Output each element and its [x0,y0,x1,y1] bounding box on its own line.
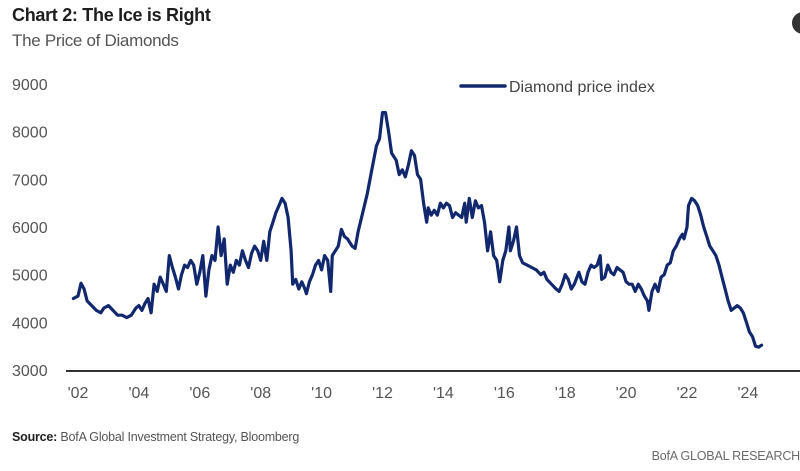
series-line-diamond-price-index [71,111,764,349]
x-tick-label: '12 [372,385,393,402]
chart-title: Chart 2: The Ice is Right [12,5,211,25]
x-tick-label: '08 [250,385,271,402]
overlay-circle-icon[interactable] [792,12,800,34]
x-tick-label: '24 [737,385,758,402]
y-axis-ticks: 9000 8000 7000 6000 5000 4000 3000 [12,77,48,380]
x-tick-label: '04 [128,385,149,402]
y-tick-label: 4000 [12,315,48,332]
y-tick-label: 7000 [12,172,48,189]
source-text: BofA Global Investment Strategy, Bloombe… [60,430,300,444]
y-tick-label: 8000 [12,125,48,142]
y-tick-label: 6000 [12,220,48,237]
y-tick-label: 3000 [12,363,48,380]
source-label: Source: [12,430,58,444]
x-tick-label: '18 [555,385,576,402]
y-tick-label: 9000 [12,77,48,94]
x-tick-label: '22 [677,385,698,402]
legend: Diamond price index [459,79,655,96]
x-tick-label: '02 [68,385,89,402]
legend-label: Diamond price index [509,79,655,96]
source-note: Source: BofA Global Investment Strategy,… [12,430,299,444]
x-tick-label: '10 [311,385,332,402]
x-tick-label: '20 [616,385,637,402]
x-tick-label: '06 [189,385,210,402]
x-axis-ticks: '02 '04 '06 '08 '10 '12 '14 '16 '18 '20 '22 '24 [68,385,759,402]
chart-subtitle: The Price of Diamonds [12,31,179,50]
x-tick-label: '16 [494,385,515,402]
y-tick-label: 5000 [12,268,48,285]
brand-label: BofA GLOBAL RESEARCH [651,449,800,463]
x-tick-label: '14 [433,385,454,402]
